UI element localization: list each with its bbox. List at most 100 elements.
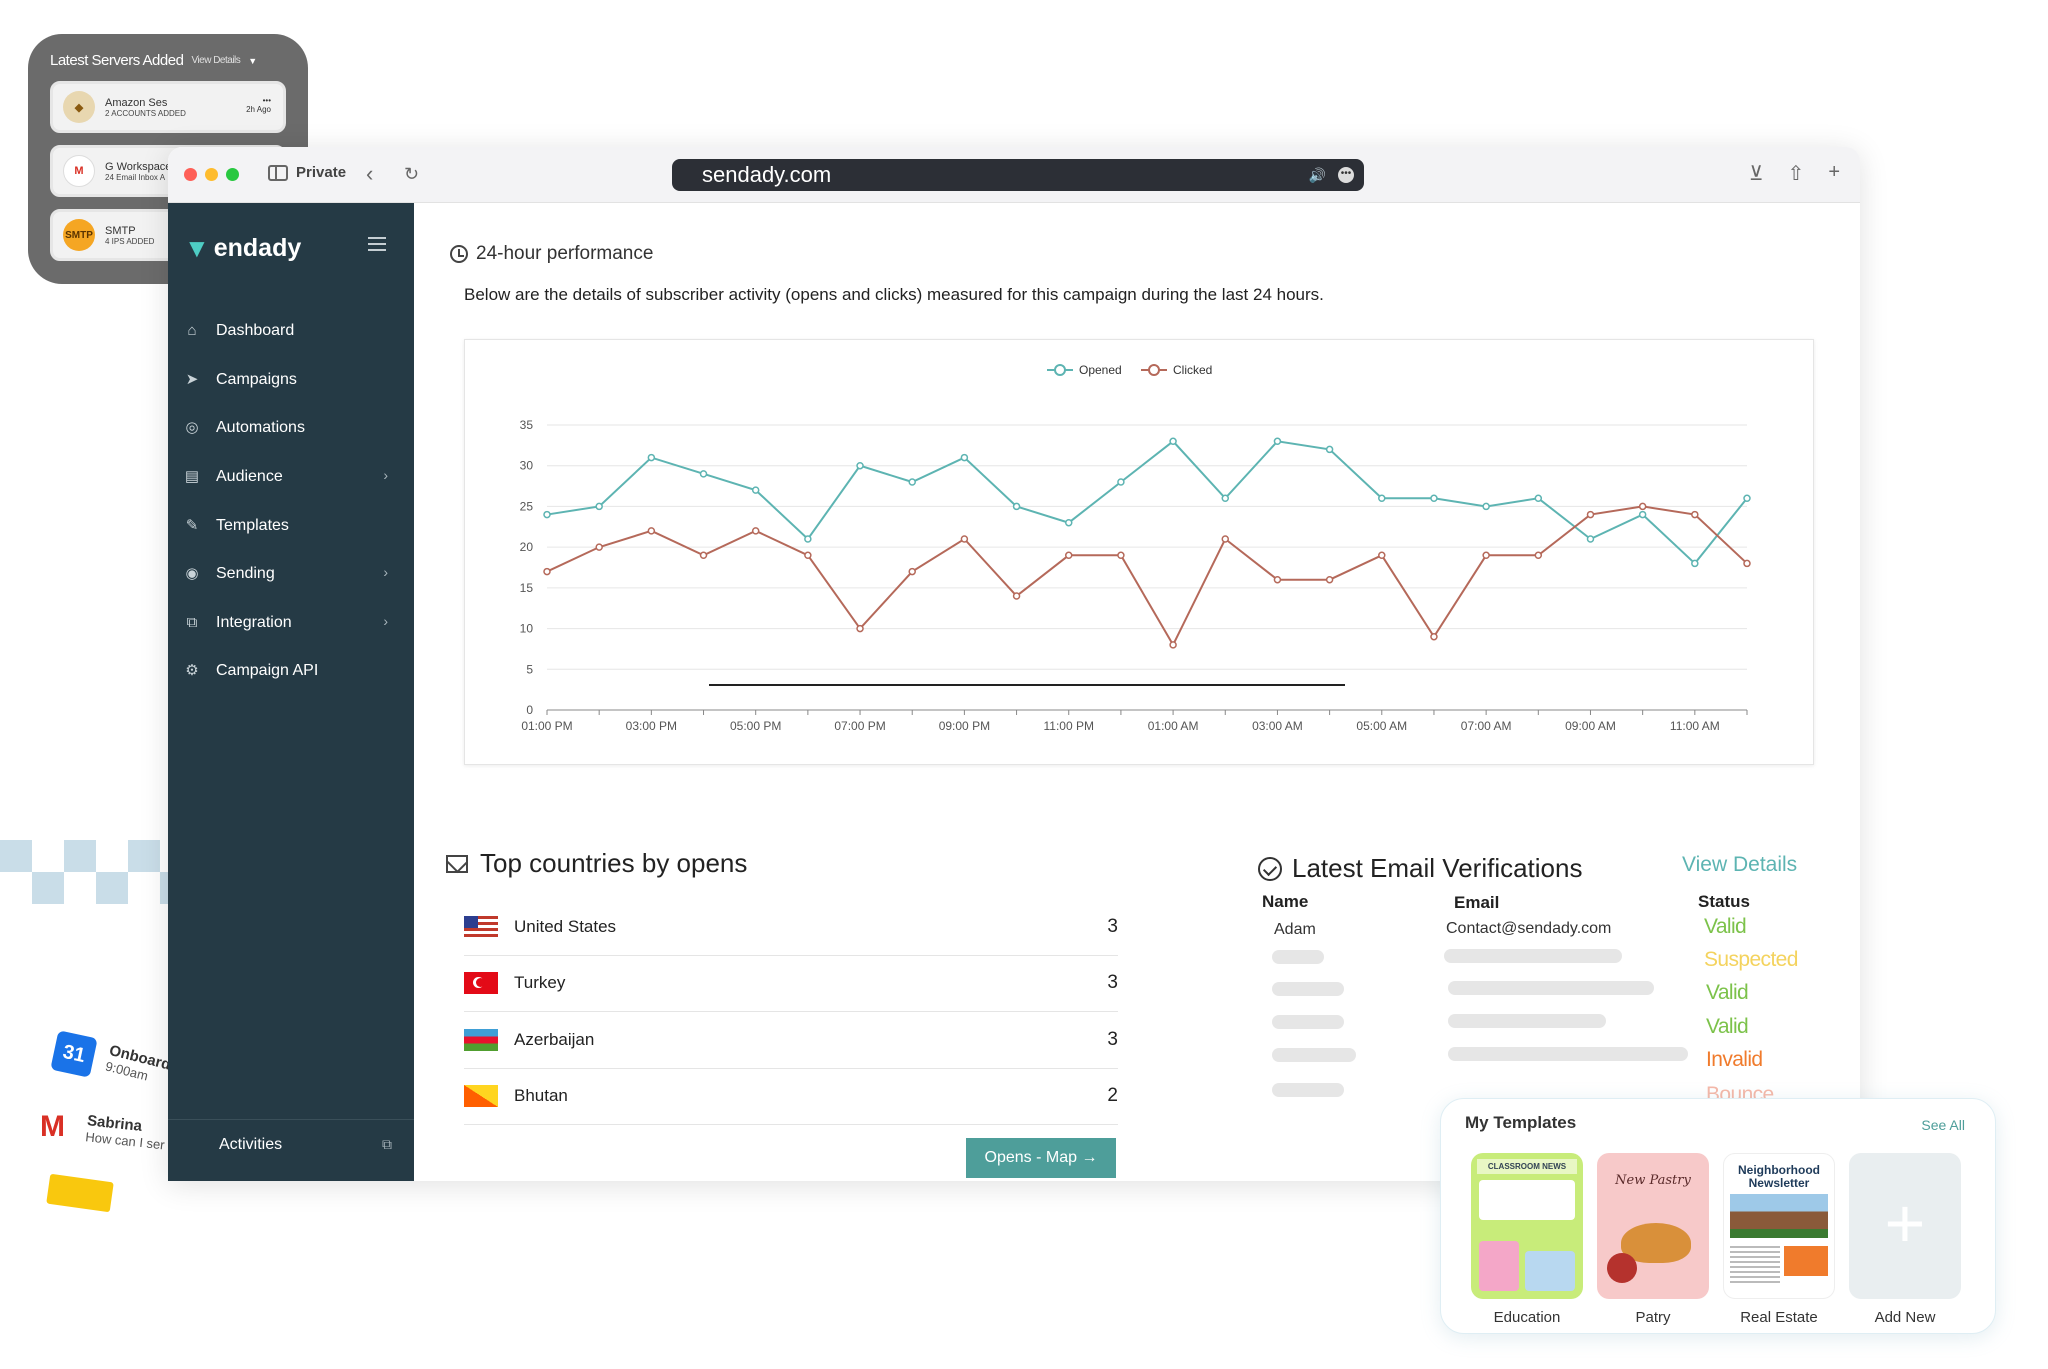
status-badge: Valid xyxy=(1706,1015,1749,1038)
sidebar-item-integration[interactable]: ⧉ Integration › xyxy=(168,599,414,648)
activities-link[interactable]: Activities ⧉ xyxy=(168,1119,414,1159)
legend-label: Opened xyxy=(1079,363,1122,377)
verifications-view-details[interactable]: View Details xyxy=(1682,853,1798,876)
us-flag-icon xyxy=(464,915,498,938)
sidebar-item-sending[interactable]: ◉ Sending › xyxy=(168,550,414,599)
sidebar-item-dashboard[interactable]: ⌂ Dashboard xyxy=(168,307,414,356)
sidebar-item-audience[interactable]: ▤ Audience › xyxy=(168,453,414,502)
countries-list: United States 3 Turkey 3 Azerbaijan 3 Bh… xyxy=(464,899,1118,1125)
browser-window: Private ‹ ↻ sendady.com 🔊 ••• ⊻ ⇧ + ▼ en… xyxy=(168,147,1860,1181)
y-tick-label: 0 xyxy=(526,703,533,717)
check-circle-icon xyxy=(1258,856,1282,881)
data-point xyxy=(1012,592,1021,600)
sidebar-item-automations[interactable]: ◎ Automations xyxy=(168,404,414,453)
data-point xyxy=(1064,518,1073,527)
x-tick-label: 11:00 PM xyxy=(1043,719,1093,733)
templates-card: My Templates See All CLASSROOM NEWS New … xyxy=(1440,1098,1996,1334)
x-tick-label: 05:00 PM xyxy=(730,719,781,733)
brand-mark-icon: ▼ xyxy=(184,233,210,263)
chevron-right-icon: › xyxy=(383,466,388,483)
x-tick-label: 09:00 PM xyxy=(939,719,990,733)
reload-icon[interactable]: ↻ xyxy=(404,164,420,184)
data-point xyxy=(1534,551,1543,560)
clock-icon xyxy=(450,245,468,263)
data-point xyxy=(804,551,812,560)
country-row: Azerbaijan 3 xyxy=(464,1012,1118,1069)
data-point xyxy=(1221,535,1230,543)
legend-marker xyxy=(1054,364,1066,376)
verification-name: Adam xyxy=(1274,921,1316,938)
status-badge: Suspected xyxy=(1704,948,1798,971)
x-tick-label: 07:00 AM xyxy=(1461,719,1512,733)
more-icon[interactable]: ••• xyxy=(262,96,271,105)
speaker-icon[interactable]: 🔊 xyxy=(1308,167,1326,183)
x-tick-label: 11:00 AM xyxy=(1670,719,1720,733)
chevron-down-icon[interactable]: ▼ xyxy=(248,55,257,66)
data-point xyxy=(1273,437,1282,446)
skeleton-placeholder xyxy=(1448,1047,1688,1061)
background-notifications: 31 Onboardi 9:00am M Sabrina How can I s… xyxy=(40,1010,340,1230)
sidebar-toggle-icon[interactable] xyxy=(268,164,288,181)
data-point xyxy=(804,535,812,543)
minimize-window-button[interactable] xyxy=(205,168,218,181)
template-label: Patry xyxy=(1635,1309,1671,1326)
chevron-right-icon: › xyxy=(383,563,388,580)
calendar-icon: 31 xyxy=(50,1030,98,1078)
close-window-button[interactable] xyxy=(184,168,197,181)
skeleton-placeholder xyxy=(1448,1014,1606,1028)
performance-chart: 0 5 10 15 20 25 30 35 01:00 PM 03:00 PM 05:00 PM 07… xyxy=(464,339,1814,765)
x-tick-label: 03:00 AM xyxy=(1252,719,1303,733)
data-point xyxy=(1378,494,1386,503)
y-tick-label: 5 xyxy=(526,662,533,676)
more-icon[interactable]: ••• xyxy=(1338,167,1354,183)
x-tick-label: 03:00 PM xyxy=(626,719,677,733)
data-point xyxy=(908,567,916,576)
servers-view-details[interactable]: View Details xyxy=(191,55,241,66)
countries-title: Top countries by opens xyxy=(446,848,747,879)
templates-see-all[interactable]: See All xyxy=(1921,1117,1965,1133)
server-row-amazon[interactable]: ◆ Amazon Ses 2 ACCOUNTS ADDED ••• 2h Ago xyxy=(50,81,286,133)
download-icon[interactable]: ⊻ xyxy=(1748,163,1764,185)
data-point xyxy=(1691,559,1699,568)
series-line-clicked xyxy=(546,505,1748,647)
gmail-logo-icon: M xyxy=(63,155,95,187)
legend-label: Clicked xyxy=(1173,363,1212,377)
x-tick-label: 01:00 PM xyxy=(521,719,572,733)
add-new-template-button[interactable]: + xyxy=(1849,1153,1961,1299)
brand-logo[interactable]: ▼ endady xyxy=(184,233,302,263)
data-point xyxy=(856,624,864,633)
template-label: Real Estate xyxy=(1740,1309,1818,1326)
external-link-icon[interactable]: ⧉ xyxy=(382,1136,392,1152)
data-point xyxy=(1169,641,1177,649)
data-point xyxy=(1325,575,1334,584)
data-point xyxy=(1169,437,1177,446)
status-badge: Invalid xyxy=(1706,1048,1763,1071)
template-thumb-pastry[interactable]: New Pastry xyxy=(1597,1153,1709,1299)
share-icon[interactable]: ⇧ xyxy=(1787,163,1805,185)
data-point xyxy=(1117,478,1125,486)
opens-map-button[interactable]: Opens - Map → xyxy=(966,1138,1116,1178)
template-label: Add New xyxy=(1874,1309,1936,1326)
data-point xyxy=(1586,510,1595,519)
envelope-open-icon xyxy=(446,854,468,873)
x-tick-label: 05:00 AM xyxy=(1356,719,1407,733)
verification-email: Contact@sendady.com xyxy=(1446,920,1612,937)
send-icon: ➤ xyxy=(185,370,199,388)
sidebar-item-campaign-api[interactable]: ⚙ Campaign API xyxy=(168,647,414,696)
address-bar[interactable]: sendady.com 🔊 ••• xyxy=(672,159,1364,191)
gmail-icon: M xyxy=(40,1110,65,1143)
sidebar-item-templates[interactable]: ✎ Templates xyxy=(168,501,414,550)
back-icon[interactable]: ‹ xyxy=(366,161,374,186)
template-thumb-real-estate[interactable]: Neighborhood Newsletter xyxy=(1723,1153,1835,1299)
data-point xyxy=(1012,502,1021,511)
template-thumb-education[interactable]: CLASSROOM NEWS xyxy=(1471,1153,1583,1299)
zoom-window-button[interactable] xyxy=(226,168,239,181)
series-line-opened xyxy=(546,439,1748,565)
data-point xyxy=(699,551,708,560)
new-tab-icon[interactable]: + xyxy=(1828,161,1840,183)
menu-toggle-icon[interactable] xyxy=(368,237,386,251)
sending-icon: ◉ xyxy=(185,565,199,583)
amazon-ses-logo-icon: ◆ xyxy=(63,91,95,123)
sidebar-item-campaigns[interactable]: ➤ Campaigns xyxy=(168,356,414,405)
header-email: Email xyxy=(1454,893,1500,912)
